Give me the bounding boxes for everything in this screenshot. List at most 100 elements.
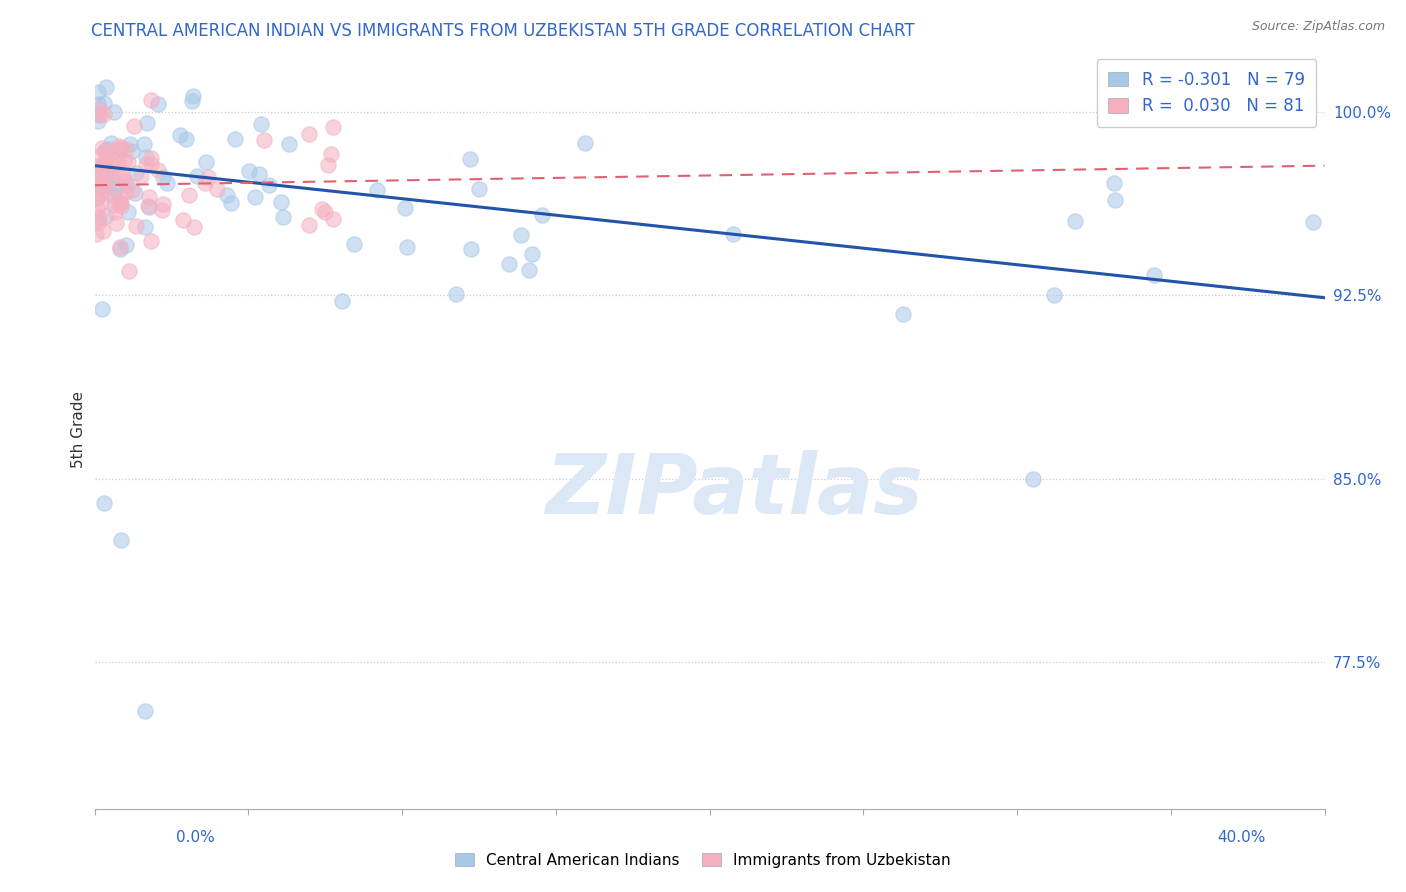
Point	[91, 160, 114, 174]
Point	[97, 142, 120, 156]
Point	[152, 197, 174, 211]
Point	[90, 148, 112, 162]
Point	[125, 166, 148, 180]
Point	[498, 256, 520, 270]
Point	[94, 143, 117, 157]
Point	[110, 141, 132, 155]
Point	[103, 198, 125, 212]
Point	[108, 191, 131, 205]
Point	[86, 173, 108, 187]
Point	[1143, 268, 1166, 283]
Point	[86, 96, 108, 111]
Point	[721, 227, 744, 241]
Text: 0.0%: 0.0%	[176, 830, 215, 845]
Point	[172, 212, 194, 227]
Point	[103, 104, 125, 119]
Point	[110, 198, 132, 212]
Text: CENTRAL AMERICAN INDIAN VS IMMIGRANTS FROM UZBEKISTAN 5TH GRADE CORRELATION CHAR: CENTRAL AMERICAN INDIAN VS IMMIGRANTS FR…	[91, 22, 915, 40]
Point	[87, 85, 110, 99]
Point	[100, 146, 122, 161]
Point	[108, 139, 131, 153]
Point	[84, 191, 107, 205]
Point	[311, 202, 333, 216]
Point	[87, 170, 110, 185]
Point	[197, 169, 219, 184]
Point	[468, 182, 491, 196]
Point	[316, 158, 339, 172]
Point	[103, 189, 125, 203]
Point	[297, 127, 319, 141]
Point	[104, 215, 127, 229]
Point	[104, 182, 127, 196]
Text: ZIPatlas: ZIPatlas	[546, 450, 924, 531]
Point	[96, 186, 118, 201]
Point	[322, 120, 344, 134]
Point	[104, 175, 127, 189]
Point	[460, 152, 482, 166]
Point	[396, 239, 419, 253]
Point	[91, 159, 114, 173]
Point	[86, 106, 108, 120]
Point	[169, 128, 191, 142]
Point	[314, 204, 336, 219]
Point	[117, 204, 139, 219]
Point	[84, 174, 107, 188]
Point	[121, 144, 143, 158]
Point	[517, 263, 540, 277]
Point	[177, 188, 200, 202]
Point	[90, 196, 112, 211]
Point	[219, 196, 242, 211]
Point	[89, 215, 111, 229]
Point	[110, 533, 132, 547]
Point	[152, 202, 174, 217]
Point	[86, 160, 108, 174]
Point	[207, 182, 229, 196]
Point	[134, 136, 156, 151]
Point	[84, 227, 107, 241]
Point	[94, 80, 117, 95]
Point	[90, 187, 112, 202]
Point	[94, 210, 117, 224]
Point	[96, 171, 118, 186]
Point	[100, 162, 122, 177]
Point	[94, 179, 117, 194]
Point	[1043, 288, 1066, 302]
Point	[186, 169, 208, 184]
Point	[1021, 472, 1043, 486]
Point	[136, 116, 159, 130]
Point	[107, 153, 129, 168]
Point	[510, 227, 533, 242]
Point	[108, 196, 131, 211]
Point	[319, 147, 342, 161]
Point	[138, 190, 160, 204]
Point	[87, 210, 110, 224]
Point	[94, 154, 117, 169]
Point	[1104, 193, 1126, 207]
Point	[110, 196, 132, 211]
Point	[134, 704, 156, 718]
Point	[444, 287, 467, 301]
Point	[90, 141, 112, 155]
Point	[86, 180, 108, 194]
Point	[114, 174, 136, 188]
Point	[148, 163, 170, 178]
Point	[1063, 214, 1085, 228]
Point	[250, 117, 273, 131]
Point	[115, 178, 138, 192]
Point	[343, 237, 366, 252]
Point	[238, 163, 260, 178]
Point	[134, 219, 156, 234]
Point	[90, 159, 112, 173]
Point	[86, 212, 108, 227]
Point	[139, 93, 162, 107]
Point	[135, 150, 157, 164]
Point	[86, 191, 108, 205]
Point	[120, 136, 142, 151]
Point	[87, 102, 110, 116]
Point	[96, 163, 118, 178]
Y-axis label: 5th Grade: 5th Grade	[72, 392, 86, 468]
Point	[108, 169, 131, 183]
Point	[174, 132, 197, 146]
Point	[330, 293, 353, 308]
Point	[1102, 176, 1125, 190]
